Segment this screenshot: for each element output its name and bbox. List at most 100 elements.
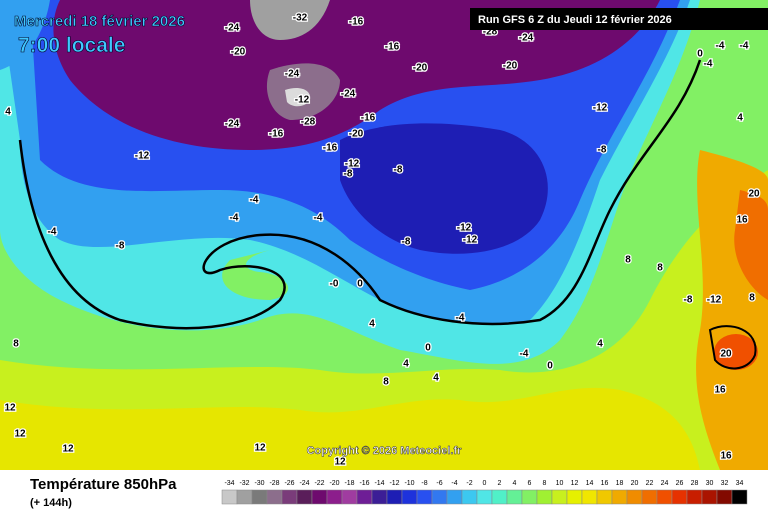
contour-label: -24 — [341, 89, 356, 100]
footer-lead: (+ 144h) — [30, 497, 72, 509]
colorbar-label: -24 — [299, 480, 309, 487]
colorbar-label: -6 — [436, 480, 442, 487]
contour-label: 4 — [597, 339, 603, 350]
contour-label: -16 — [361, 113, 376, 124]
contour-label: -4 — [704, 59, 713, 70]
colorbar-swatch — [296, 489, 313, 505]
contour-label: -12 — [135, 151, 150, 162]
colorbar: -34 -32 -30 -28 -26 -24 -22 -20 -18 -16 -14 -12 -10-… — [221, 480, 748, 505]
run-box — [470, 8, 768, 30]
colorbar-label: 4 — [513, 480, 517, 487]
colorbar-swatch — [371, 489, 388, 505]
colorbar-swatch — [596, 489, 613, 505]
colorbar-label: -4 — [451, 480, 457, 487]
copyright: Copyright © 2026 Meteociel.fr — [307, 445, 463, 457]
contour-label: -16 — [349, 17, 364, 28]
colorbar-swatch — [341, 489, 358, 505]
colorbar-swatch — [731, 489, 748, 505]
colorbar-swatch — [566, 489, 583, 505]
contour-label: 16 — [736, 215, 748, 226]
colorbar-label: -22 — [314, 480, 324, 487]
colorbar-swatch — [536, 489, 553, 505]
contour-label: 4 — [433, 373, 439, 384]
contour-label: -24 — [519, 33, 534, 44]
contour-label: -4 — [230, 213, 239, 224]
contour-label: 12 — [14, 429, 26, 440]
colorbar-swatch — [446, 489, 463, 505]
contour-labels: -24-32 -16-20 -16-20-24-24-12-24-16-28-20-… — [3, 11, 761, 469]
colorbar-swatch — [506, 489, 523, 505]
colorbar-label: -28 — [269, 480, 279, 487]
contour-label: -12 — [345, 159, 360, 170]
contour-label: -12 — [707, 295, 722, 306]
colorbar-label: -14 — [374, 480, 384, 487]
contour-label: 16 — [714, 385, 726, 396]
contour-label: -8 — [598, 145, 607, 156]
colorbar-swatch — [266, 489, 283, 505]
footer-title: Température 850hPa — [30, 476, 177, 493]
colorbar-swatch — [716, 489, 733, 505]
contour-label: 8 — [749, 293, 755, 304]
contour-label: -28 — [301, 117, 316, 128]
colorbar-label: -18 — [344, 480, 354, 487]
colorbar-swatch — [416, 489, 433, 505]
contour-label: -16 — [269, 129, 284, 140]
contour-label: -24 — [225, 119, 240, 130]
colorbar-swatch — [491, 489, 508, 505]
contour-label: 16 — [720, 451, 732, 462]
contour-label: 4 — [403, 359, 409, 370]
colorbar-label: 26 — [676, 480, 684, 487]
colorbar-swatch — [701, 489, 718, 505]
contour-label: 12 — [334, 457, 346, 468]
contour-label: -20 — [349, 129, 364, 140]
colorbar-label: 34 — [736, 480, 744, 487]
contour-label: 12 — [254, 443, 266, 454]
colorbar-label: 0 — [483, 480, 487, 487]
colorbar-swatch — [686, 489, 703, 505]
contour-label: -20 — [503, 61, 518, 72]
contour-label: -16 — [385, 42, 400, 53]
contour-label: 0 — [425, 343, 431, 354]
colorbar-label: 12 — [571, 480, 579, 487]
colorbar-swatch — [551, 489, 568, 505]
contour-label: -16 — [323, 143, 338, 154]
colorbar-label: -16 — [359, 480, 369, 487]
contour-label: 0 — [547, 361, 553, 372]
contour-label: -20 — [413, 63, 428, 74]
colorbar-label: -34 — [224, 480, 234, 487]
colorbar-swatch — [401, 489, 418, 505]
colorbar-swatch — [611, 489, 628, 505]
colorbar-swatch — [251, 489, 268, 505]
contour-label: -0 — [330, 279, 339, 290]
colorbar-label: 32 — [721, 480, 729, 487]
colorbar-label: 30 — [706, 480, 714, 487]
contour-label: 4 — [737, 113, 743, 124]
contour-label: -12 — [457, 223, 472, 234]
colorbar-swatch — [671, 489, 688, 505]
contour-label: -8 — [402, 237, 411, 248]
colorbar-swatch — [521, 489, 538, 505]
contour-label: 4 — [369, 319, 375, 330]
colorbar-swatch — [326, 489, 343, 505]
colorbar-label: -26 — [284, 480, 294, 487]
colorbar-swatch — [311, 489, 328, 505]
contour-label: 20 — [748, 189, 760, 200]
colorbar-swatch — [221, 489, 238, 505]
contour-label: -4 — [716, 41, 725, 52]
contour-label: 0 — [357, 279, 363, 290]
contour-label: 8 — [383, 377, 389, 388]
colorbar-swatch — [281, 489, 298, 505]
colorbar-swatch — [461, 489, 478, 505]
contour-label: 12 — [62, 444, 74, 455]
contour-label: -8 — [116, 241, 125, 252]
contour-label: -24 — [285, 69, 300, 80]
colorbar-label: 20 — [631, 480, 639, 487]
contour-label: -12 — [593, 103, 608, 114]
colorbar-label: -32 — [239, 480, 249, 487]
map-background — [0, 0, 768, 470]
time-title: 7:00 locale — [18, 34, 125, 57]
colorbar-label: 2 — [498, 480, 502, 487]
colorbar-swatch — [431, 489, 448, 505]
colorbar-swatch — [581, 489, 598, 505]
